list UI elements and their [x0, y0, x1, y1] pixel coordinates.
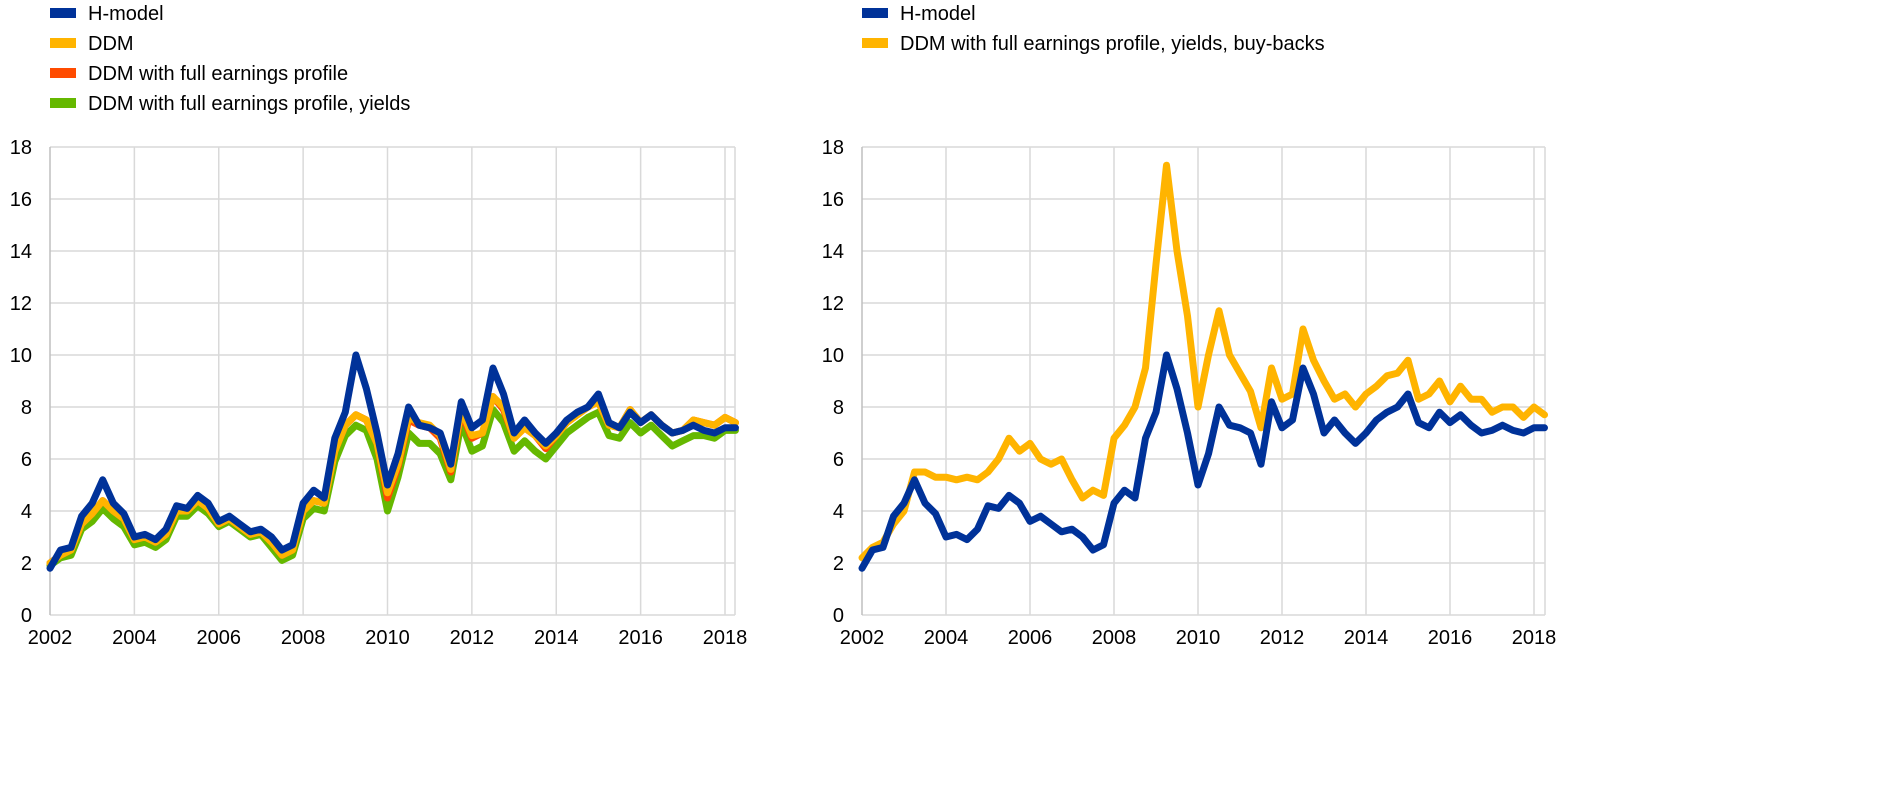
- series-line-h-model: [858, 351, 1548, 572]
- y-tick-label: 18: [10, 137, 32, 159]
- x-tick-label: 2004: [924, 627, 969, 649]
- legend-swatch: [862, 8, 888, 18]
- x-tick-label: 2016: [618, 627, 663, 649]
- y-tick-label: 6: [833, 449, 844, 471]
- x-tick-label: 2012: [450, 627, 495, 649]
- x-tick-label: 2006: [1008, 627, 1053, 649]
- y-tick-label: 14: [10, 241, 32, 263]
- legend-label: H-model: [88, 3, 164, 25]
- legend-label: DDM with full earnings profile, yields, …: [900, 33, 1325, 55]
- legend-label: DDM: [88, 33, 134, 55]
- y-tick-label: 8: [21, 397, 32, 419]
- y-tick-label: 10: [822, 345, 844, 367]
- y-tick-label: 0: [21, 605, 32, 627]
- x-tick-label: 2010: [1176, 627, 1221, 649]
- x-tick-label: 2014: [534, 627, 579, 649]
- y-tick-label: 16: [822, 189, 844, 211]
- series-line-ddm-with-full-earnings-profile-yields-buy-backs: [858, 161, 1548, 562]
- y-tick-label: 6: [21, 449, 32, 471]
- x-tick-label: 2018: [703, 627, 748, 649]
- x-tick-label: 2004: [112, 627, 157, 649]
- y-tick-label: 4: [833, 501, 844, 523]
- legend-swatch: [50, 8, 76, 18]
- legend-swatch: [50, 68, 76, 78]
- x-tick-label: 2012: [1260, 627, 1305, 649]
- x-tick-label: 2010: [365, 627, 410, 649]
- y-tick-label: 12: [822, 293, 844, 315]
- series-line-ddm-with-full-earnings-profile-yields: [46, 406, 739, 570]
- y-tick-label: 14: [822, 241, 844, 263]
- x-tick-label: 2008: [281, 627, 326, 649]
- y-tick-label: 0: [833, 605, 844, 627]
- y-tick-label: 12: [10, 293, 32, 315]
- y-tick-label: 18: [822, 137, 844, 159]
- y-tick-label: 2: [833, 553, 844, 575]
- x-tick-label: 2002: [840, 627, 885, 649]
- legend-label: H-model: [900, 3, 976, 25]
- y-tick-label: 2: [21, 553, 32, 575]
- y-tick-label: 4: [21, 501, 32, 523]
- x-tick-label: 2008: [1092, 627, 1137, 649]
- x-tick-label: 2016: [1428, 627, 1473, 649]
- legend-swatch: [862, 38, 888, 48]
- y-tick-label: 16: [10, 189, 32, 211]
- y-tick-label: 8: [833, 397, 844, 419]
- series-line-h-model: [46, 351, 739, 572]
- y-tick-label: 10: [10, 345, 32, 367]
- x-tick-label: 2018: [1512, 627, 1557, 649]
- x-tick-label: 2006: [197, 627, 242, 649]
- legend-label: DDM with full earnings profile: [88, 63, 348, 85]
- legend-label: DDM with full earnings profile, yields: [88, 93, 410, 115]
- legend-swatch: [50, 98, 76, 108]
- left-chart-panel: 0 2 4 6 8 10 12 14 16 18 2002 2004 2006 2008 2010 2012 2…: [10, 3, 748, 649]
- x-tick-label: 2014: [1344, 627, 1389, 649]
- x-tick-label: 2002: [28, 627, 73, 649]
- legend-swatch: [50, 38, 76, 48]
- right-chart-panel: 0 2 4 6 8 10 12 14 16 18 2002 2004 2006 2008 2010 2012 2…: [822, 3, 1557, 649]
